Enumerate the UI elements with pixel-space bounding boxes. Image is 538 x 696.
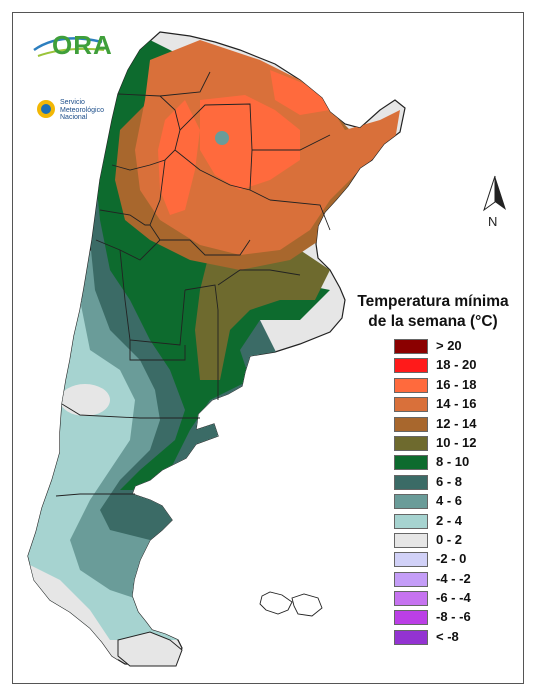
band-16-18-b (200, 95, 300, 190)
legend-label: -2 - 0 (436, 551, 467, 567)
falkland-islands (259, 591, 323, 617)
band-coast-pale (60, 384, 110, 416)
legend-swatch (394, 532, 428, 548)
legend-label: > 20 (436, 338, 462, 353)
north-arrow-icon (483, 175, 506, 212)
band-16-18-c (270, 70, 330, 115)
legend-swatch (394, 416, 428, 432)
legend-label: < -8 (436, 628, 459, 644)
legend-swatch (394, 358, 428, 374)
legend-label: -8 - -6 (436, 609, 471, 625)
province-borders (55, 71, 331, 497)
ora-logo (33, 37, 105, 57)
legend-swatch (394, 513, 428, 529)
legend-label: 14 - 16 (436, 396, 477, 412)
legend-label: 6 - 8 (436, 473, 463, 489)
legend-label: 16 - 18 (436, 376, 477, 392)
legend-title: Temperatura mínima de la semana (°C) (342, 292, 524, 332)
band-10-12 (195, 240, 330, 380)
legend-swatch (394, 610, 428, 626)
legend-label: 18 - 20 (436, 357, 477, 373)
legend-swatch (394, 474, 428, 490)
smn-logo (37, 100, 55, 118)
band-16-18 (158, 100, 200, 215)
legend-swatch (394, 629, 428, 645)
legend-label: 12 - 14 (436, 415, 477, 431)
smn-logo-text: Servicio Meteorológico Nacional (60, 99, 104, 122)
legend-label: -6 - -4 (436, 590, 471, 606)
legend-label: 10 - 12 (436, 434, 477, 450)
legend-swatch (394, 494, 428, 510)
legend-label: -4 - -2 (436, 570, 471, 586)
legend-swatch (394, 377, 428, 393)
legend-title-line-2: de la semana (°C) (368, 313, 498, 330)
legend-swatch (394, 435, 428, 451)
legend-label: 4 - 6 (436, 493, 463, 509)
tierra-del-fuego (117, 631, 183, 667)
smn-line-1: Servicio (60, 99, 85, 106)
band-spot-green (215, 131, 229, 145)
legend-label: 2 - 4 (436, 512, 463, 528)
temperature-bands (28, 40, 400, 664)
legend-swatch (394, 455, 428, 471)
north-label: N (488, 214, 498, 229)
legend-title-line-1: Temperatura mínima (357, 293, 509, 310)
smn-line-2: Meteorológico (60, 106, 104, 114)
ora-logo-text: ORA (52, 30, 113, 60)
legend-label: 0 - 2 (436, 531, 463, 547)
legend-swatch (394, 552, 428, 568)
legend-swatch (394, 591, 428, 607)
legend-swatch (394, 339, 428, 354)
legend-label: 8 - 10 (436, 454, 470, 470)
legend-swatch (394, 397, 428, 413)
legend-swatch (394, 571, 428, 587)
smn-line-3: Nacional (60, 114, 88, 121)
